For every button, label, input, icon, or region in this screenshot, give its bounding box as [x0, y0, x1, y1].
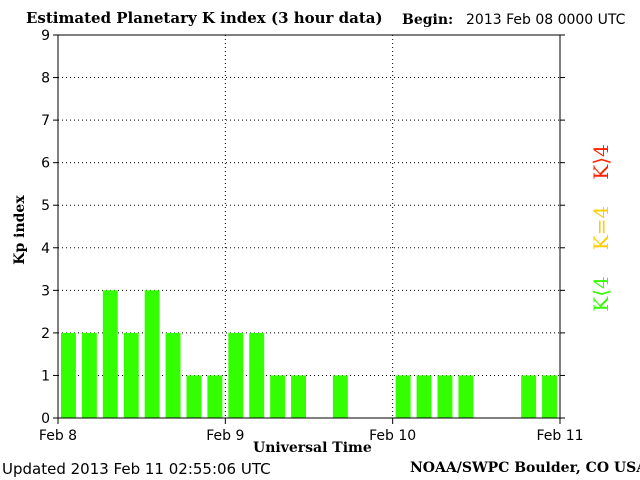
- kp-bar: [332, 375, 348, 418]
- x-axis-label: Universal Time: [253, 440, 372, 456]
- y-tick-label: 9: [41, 28, 50, 44]
- y-tick-label: 6: [41, 156, 50, 172]
- kp-bar: [270, 375, 286, 418]
- kp-bar: [186, 375, 202, 418]
- credit-line: NOAA/SWPC Boulder, CO USA: [410, 460, 640, 476]
- y-tick-label: 5: [41, 198, 50, 214]
- kp-bar: [458, 375, 474, 418]
- kp-bar: [437, 375, 453, 418]
- x-tick-label: Feb 9: [206, 428, 244, 444]
- kp-bar: [416, 375, 432, 418]
- kp-bar: [228, 332, 244, 418]
- kp-bar: [81, 332, 97, 418]
- plot-frame: [57, 34, 561, 419]
- kp-bar: [291, 375, 306, 418]
- kp-bar: [123, 332, 139, 418]
- y-tick-label: 4: [41, 241, 50, 257]
- kp-bar: [207, 375, 223, 418]
- y-tick-label: 3: [41, 283, 50, 299]
- y-tick-label: 0: [41, 411, 50, 427]
- kp-bar: [144, 290, 160, 418]
- kp-bar: [102, 290, 118, 418]
- kp-bar: [249, 332, 265, 418]
- x-tick-label: Feb 11: [536, 428, 583, 444]
- chart-title: Estimated Planetary K index (3 hour data…: [26, 9, 383, 27]
- updated-timestamp: Updated 2013 Feb 11 02:55:06 UTC: [2, 460, 271, 478]
- kp-bar: [165, 332, 181, 418]
- y-tick-label: 1: [41, 368, 50, 384]
- begin-label: Begin:: [402, 12, 454, 28]
- kp-bar: [395, 375, 411, 418]
- kp-bar: [61, 332, 76, 418]
- legend-k-less-4: K⟨4: [589, 276, 613, 312]
- kp-bar: [521, 375, 537, 418]
- y-tick-label: 8: [41, 71, 50, 87]
- y-tick-label: 7: [41, 113, 50, 129]
- begin-value: 2013 Feb 08 0000 UTC: [466, 12, 626, 28]
- x-tick-label: Feb 8: [39, 428, 77, 444]
- y-axis-label: Kp index: [12, 195, 28, 265]
- y-tick-label: 2: [41, 326, 50, 342]
- x-tick-label: Feb 10: [369, 428, 416, 444]
- kp-bar: [542, 375, 557, 418]
